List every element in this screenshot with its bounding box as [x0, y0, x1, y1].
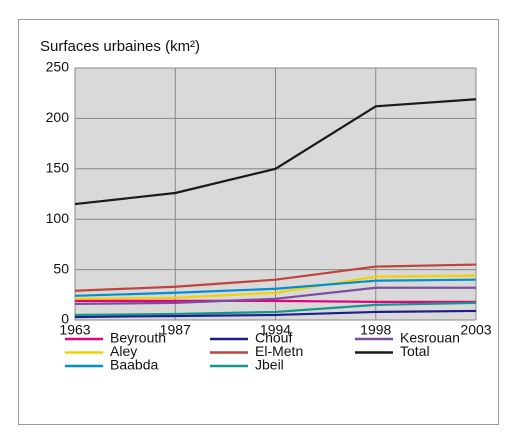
series-line — [74, 274, 477, 300]
series-line — [74, 98, 477, 206]
series-line — [74, 286, 476, 305]
series-line — [74, 301, 477, 317]
x-tick-label: 1963 — [59, 322, 90, 338]
y-tick-label: 200 — [46, 109, 70, 125]
chart-title: Surfaces urbaines (km²) — [40, 38, 200, 55]
series-line — [74, 278, 477, 297]
x-tick-label: 1994 — [260, 322, 291, 338]
series-line — [74, 263, 477, 292]
x-tick-label: 1998 — [360, 322, 391, 338]
legend-label: Chouf — [255, 330, 292, 346]
y-tick-label: 150 — [46, 160, 70, 176]
x-tick-label: 1987 — [160, 322, 191, 338]
legend-label: Kesrouan — [400, 330, 460, 346]
legend-label: Beyrouth — [110, 330, 166, 346]
y-tick-label: 250 — [46, 59, 70, 75]
legend-label: Aley — [110, 343, 137, 359]
y-tick-label: 100 — [46, 210, 70, 226]
legend-label: Baabda — [110, 357, 158, 373]
x-tick-label: 2003 — [460, 322, 491, 338]
legend-label: Total — [400, 343, 430, 359]
series-line — [74, 309, 477, 319]
y-tick-label: 0 — [61, 311, 69, 327]
legend-label: El-Metn — [255, 343, 303, 359]
series-line — [75, 299, 476, 303]
legend-label: Jbeil — [255, 357, 284, 373]
y-tick-label: 50 — [53, 260, 69, 276]
